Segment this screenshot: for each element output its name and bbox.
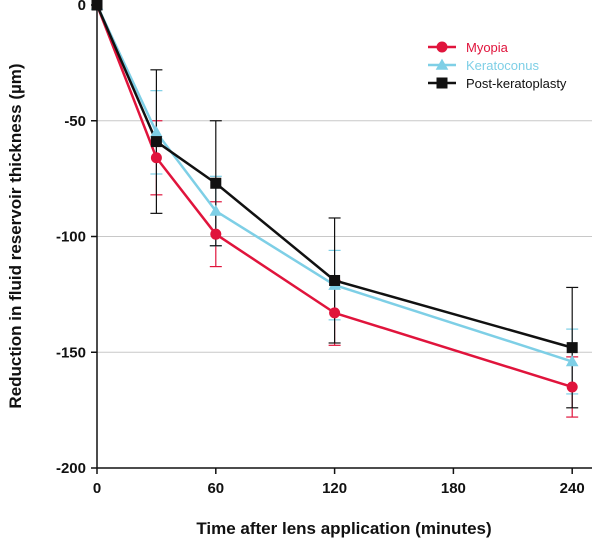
series-markers xyxy=(90,0,579,393)
point-square xyxy=(91,0,103,11)
y-axis-title: Reduction in fluid reservoir thickness (… xyxy=(6,63,25,408)
point-triangle xyxy=(565,355,579,367)
point-triangle xyxy=(209,204,223,216)
y-tick-label: -100 xyxy=(56,229,86,246)
point-square xyxy=(329,274,341,286)
legend-label: Keratoconus xyxy=(466,58,539,73)
point-square xyxy=(436,77,448,89)
x-tick-label: 120 xyxy=(322,480,347,497)
x-tick-label: 0 xyxy=(93,480,101,497)
y-tick-label: -200 xyxy=(56,460,86,477)
point-square xyxy=(566,342,578,354)
y-tick-label: -50 xyxy=(64,113,86,130)
x-axis-title: Time after lens application (minutes) xyxy=(196,519,491,538)
y-tick-label: 0 xyxy=(78,0,86,14)
legend-label: Post-keratoplasty xyxy=(466,76,567,91)
x-tick-label: 240 xyxy=(560,480,585,497)
gridlines xyxy=(97,120,592,353)
point-circle xyxy=(210,228,222,240)
legend: Myopia Keratoconus Post-keratoplasty xyxy=(428,40,567,91)
point-circle xyxy=(436,41,448,53)
point-circle xyxy=(566,381,578,393)
point-circle xyxy=(329,307,341,319)
point-square xyxy=(150,136,162,148)
error-bars xyxy=(150,69,579,418)
point-square xyxy=(210,177,222,189)
point-triangle xyxy=(435,58,449,70)
point-circle xyxy=(150,152,162,164)
axis-ticks: 0 -50 -100 -150 -200 0 60 120 180 240 xyxy=(56,0,585,497)
point-triangle xyxy=(150,126,163,138)
legend-item-myopia: Myopia xyxy=(428,40,509,55)
x-tick-label: 180 xyxy=(441,480,466,497)
y-tick-label: -150 xyxy=(56,344,86,361)
legend-item-keratoconus: Keratoconus xyxy=(428,58,539,73)
legend-label: Myopia xyxy=(466,40,509,55)
x-tick-label: 60 xyxy=(207,480,224,497)
legend-item-post-keratoplasty: Post-keratoplasty xyxy=(428,76,567,91)
